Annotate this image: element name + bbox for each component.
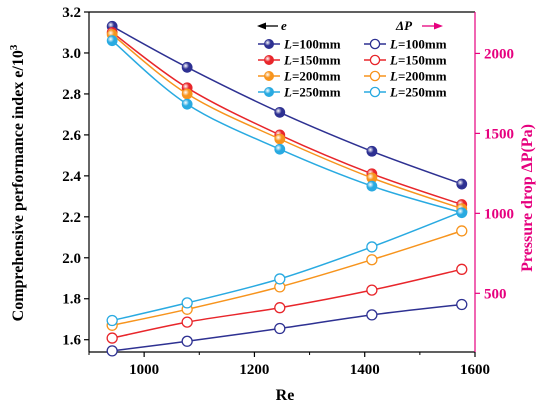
legend-e-label-prefix: L bbox=[283, 37, 292, 52]
legend-dp-label-suffix: =250mm bbox=[398, 85, 447, 100]
legend-e-label-prefix: L bbox=[283, 53, 292, 68]
y-left-tick-label: 2.6 bbox=[62, 128, 81, 144]
y-right-tick-label: 1500 bbox=[484, 126, 514, 142]
e-point-l200 bbox=[181, 88, 193, 100]
dp-point-l200 bbox=[366, 254, 378, 266]
plot-frame bbox=[88, 11, 476, 353]
legend-e-marker bbox=[263, 39, 274, 50]
legend-e-label-prefix: L bbox=[283, 69, 292, 84]
dp-point-l150 bbox=[181, 316, 193, 328]
legend-dp-label-prefix: L bbox=[389, 53, 398, 68]
dp-series-line-l100 bbox=[112, 303, 462, 352]
dp-point-l250 bbox=[181, 297, 193, 309]
legend-dp-label-prefix: L bbox=[389, 69, 398, 84]
y-left-tick-label: 2.8 bbox=[62, 87, 81, 103]
legend-dp-label: L=100mm bbox=[389, 37, 447, 52]
legend-dp-label-suffix: =100mm bbox=[398, 37, 447, 52]
e-point-l100 bbox=[456, 178, 468, 190]
e-point-l250 bbox=[456, 207, 468, 219]
dp-series-line-l200 bbox=[112, 230, 463, 327]
x-tick-label: 1600 bbox=[460, 362, 490, 378]
legend-dp-marker bbox=[369, 54, 381, 66]
y-left-tick-label: 3.2 bbox=[62, 5, 81, 21]
e-point-l250 bbox=[181, 98, 193, 110]
e-point-l250 bbox=[274, 143, 286, 155]
e-point-l250 bbox=[366, 180, 378, 192]
legend-header-e: e bbox=[281, 18, 287, 33]
legend-dp-label-prefix: L bbox=[389, 85, 398, 100]
legend-dp-label: L=250mm bbox=[389, 85, 447, 100]
legend-arrow-right-head bbox=[434, 22, 443, 30]
series-layer bbox=[106, 20, 468, 357]
axes-layer: 1000 1200 1400 1600 1.6 1.8 2.0 2.2 2.4 2.6 2.8 3.0… bbox=[62, 5, 514, 378]
dp-point-l150 bbox=[274, 302, 286, 314]
y-right-tick-label: 1000 bbox=[484, 206, 514, 222]
legend: e ΔPL=100mmL=150mmL=200mmL=250mmL=100mmL=… bbox=[257, 18, 447, 100]
y-left-tick-label: 1.8 bbox=[62, 292, 81, 308]
dp-point-l100 bbox=[181, 335, 193, 347]
legend-arrow-left-head bbox=[257, 22, 266, 30]
y-left-tick-label: 2.0 bbox=[62, 251, 81, 267]
legend-dp-marker bbox=[369, 70, 381, 82]
legend-dp-label-prefix: L bbox=[389, 37, 398, 52]
dp-point-l100 bbox=[456, 298, 468, 311]
legend-e-label-suffix: =150mm bbox=[292, 53, 341, 68]
y-left-tick-label: 3.0 bbox=[62, 46, 81, 62]
y-left-tick-label: 2.4 bbox=[62, 169, 81, 185]
legend-dp-label: L=200mm bbox=[389, 69, 447, 84]
x-tick-label: 1400 bbox=[350, 362, 380, 378]
x-axis-label: Re bbox=[276, 387, 295, 404]
e-point-l100 bbox=[366, 145, 378, 157]
legend-e-label-suffix: =100mm bbox=[292, 37, 341, 52]
legend-e-label: L=150mm bbox=[283, 53, 341, 68]
e-point-l200 bbox=[274, 133, 286, 145]
y-right-tick-label: 2000 bbox=[484, 46, 514, 62]
legend-e-label: L=100mm bbox=[283, 37, 341, 52]
dp-point-l150 bbox=[106, 332, 118, 344]
legend-header-dp: ΔP bbox=[395, 18, 413, 33]
y-right-tick-label: 500 bbox=[484, 286, 507, 302]
y-left-tick-label: 1.6 bbox=[62, 333, 81, 349]
legend-e-label-suffix: =200mm bbox=[292, 69, 341, 84]
dp-point-l200 bbox=[456, 225, 468, 237]
dp-point-l250 bbox=[274, 273, 286, 285]
legend-e-marker bbox=[263, 71, 274, 82]
e-point-l100 bbox=[274, 106, 286, 118]
y-left-tick-label: 2.2 bbox=[62, 210, 81, 226]
dp-series-line-l250 bbox=[112, 211, 463, 322]
legend-dp-label-suffix: =150mm bbox=[398, 53, 447, 68]
dp-point-l150 bbox=[366, 284, 378, 296]
legend-e-label: L=250mm bbox=[283, 85, 341, 100]
dp-point-l250 bbox=[366, 241, 378, 253]
legend-dp-marker bbox=[369, 38, 381, 50]
e-point-l100 bbox=[181, 61, 193, 73]
legend-dp-label: L=150mm bbox=[389, 53, 447, 68]
e-point-l250 bbox=[106, 35, 118, 47]
dp-point-l250 bbox=[106, 314, 118, 327]
legend-dp-label-suffix: =200mm bbox=[398, 69, 447, 84]
y-axis-right-label: Pressure drop ΔP(Pa) bbox=[519, 124, 536, 272]
legend-e-label-suffix: =250mm bbox=[292, 85, 341, 100]
y-axis-left-label-exponent: 3 bbox=[8, 44, 20, 50]
x-tick-label: 1200 bbox=[239, 362, 269, 378]
legend-e-label: L=200mm bbox=[283, 69, 341, 84]
legend-e-marker bbox=[263, 87, 274, 98]
dp-point-l100 bbox=[106, 345, 118, 357]
legend-e-label-prefix: L bbox=[283, 85, 292, 100]
dp-point-l100 bbox=[274, 322, 286, 335]
legend-dp-marker bbox=[369, 86, 381, 98]
legend-e-marker bbox=[263, 55, 274, 66]
x-tick-label: 1000 bbox=[129, 362, 159, 378]
dp-point-l150 bbox=[456, 263, 468, 275]
dp-point-l100 bbox=[366, 309, 378, 321]
y-axis-left-label: Comprehensive performance index e/103 bbox=[8, 44, 27, 321]
